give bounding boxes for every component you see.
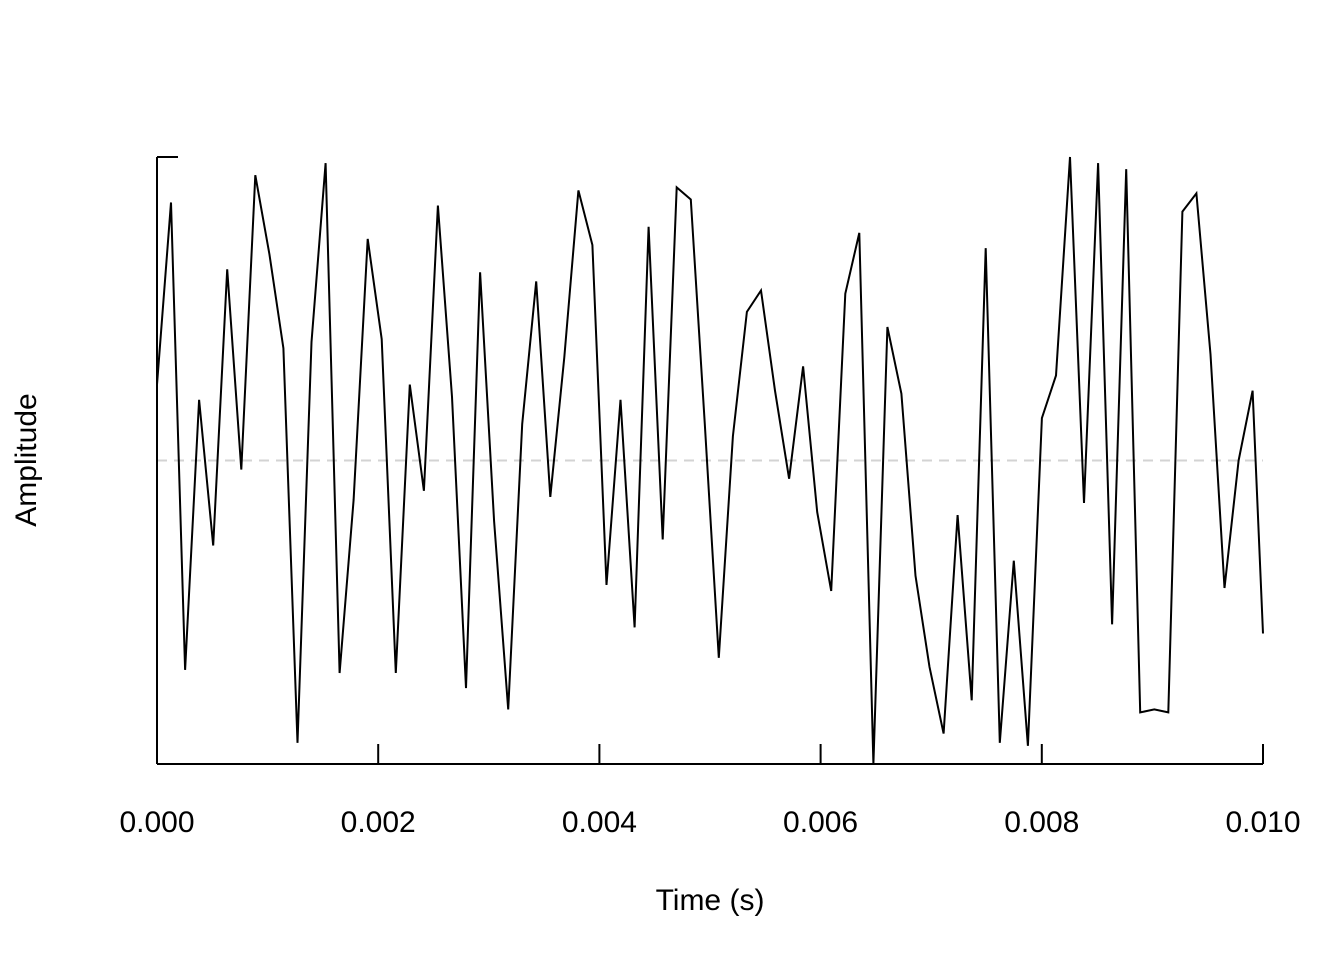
amplitude-series-line (156, 156, 1264, 765)
x-tick-label: 0.006 (783, 806, 858, 839)
x-tick-label: 0.004 (562, 806, 637, 839)
x-axis-label: Time (s) (656, 884, 765, 917)
plot-area (156, 156, 1264, 765)
axes (156, 156, 1263, 765)
x-ticks: 0.000 0.002 0.004 0.006 0.008 0.010 (119, 744, 1301, 839)
x-tick-label: 0.002 (341, 806, 416, 839)
x-tick-label: 0.000 (119, 806, 194, 839)
x-tick-label: 0.010 (1225, 806, 1300, 839)
x-tick-label: 0.008 (1004, 806, 1079, 839)
y-axis-label: Amplitude (10, 393, 43, 526)
